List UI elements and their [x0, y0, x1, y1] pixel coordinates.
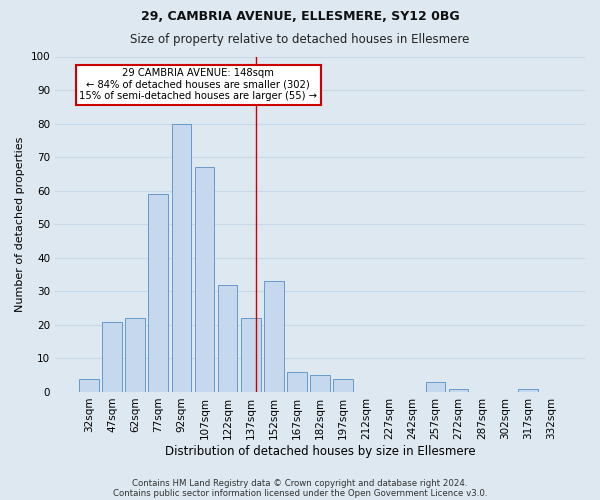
Bar	[449, 388, 469, 392]
Bar	[287, 372, 307, 392]
Bar	[125, 318, 145, 392]
Text: 29, CAMBRIA AVENUE, ELLESMERE, SY12 0BG: 29, CAMBRIA AVENUE, ELLESMERE, SY12 0BG	[140, 10, 460, 23]
Text: 29 CAMBRIA AVENUE: 148sqm
← 84% of detached houses are smaller (302)
15% of semi: 29 CAMBRIA AVENUE: 148sqm ← 84% of detac…	[79, 68, 317, 102]
Text: Size of property relative to detached houses in Ellesmere: Size of property relative to detached ho…	[130, 32, 470, 46]
Bar	[241, 318, 260, 392]
Bar	[426, 382, 445, 392]
Bar	[310, 375, 330, 392]
Text: Contains HM Land Registry data © Crown copyright and database right 2024.: Contains HM Land Registry data © Crown c…	[132, 478, 468, 488]
Bar	[218, 284, 238, 392]
Bar	[148, 194, 168, 392]
Bar	[79, 378, 99, 392]
Bar	[264, 282, 284, 392]
Bar	[194, 167, 214, 392]
Bar	[334, 378, 353, 392]
Bar	[518, 388, 538, 392]
Bar	[102, 322, 122, 392]
X-axis label: Distribution of detached houses by size in Ellesmere: Distribution of detached houses by size …	[165, 444, 475, 458]
Bar	[172, 124, 191, 392]
Text: Contains public sector information licensed under the Open Government Licence v3: Contains public sector information licen…	[113, 488, 487, 498]
Y-axis label: Number of detached properties: Number of detached properties	[15, 136, 25, 312]
